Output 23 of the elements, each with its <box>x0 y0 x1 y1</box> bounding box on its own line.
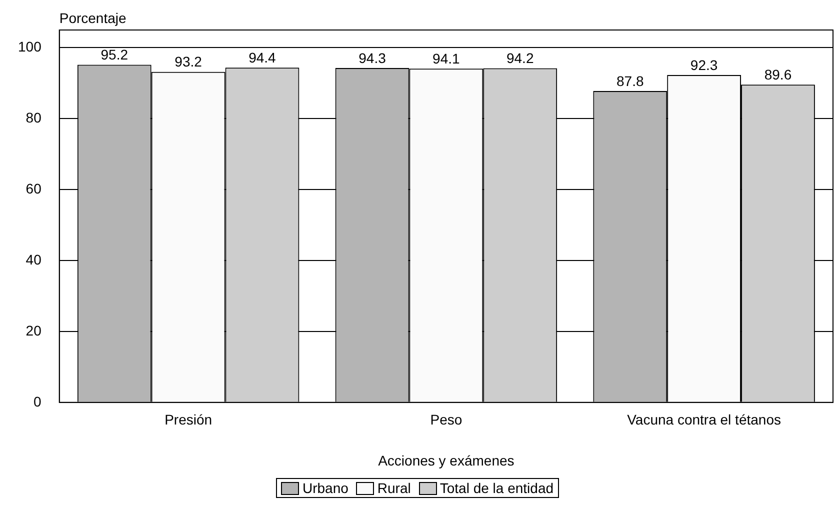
y-tick-label: 60 <box>26 180 42 196</box>
x-tick-label: Peso <box>430 412 462 428</box>
x-axis-title: Acciones y exámenes <box>378 452 514 468</box>
data-label: 94.1 <box>432 50 460 67</box>
y-tick-label: 0 <box>34 393 42 410</box>
data-label: 94.4 <box>248 49 276 66</box>
y-tick-label: 80 <box>26 110 42 126</box>
data-label: 95.2 <box>100 46 128 63</box>
x-tick-label: Vacuna contra el tétanos <box>627 412 781 428</box>
y-tick-label: 40 <box>26 251 42 268</box>
data-label: 92.3 <box>690 56 718 73</box>
legend-label: Urbano <box>302 480 348 496</box>
y-tick-label: 100 <box>18 38 42 55</box>
legend-label: Total de la entidad <box>440 480 554 496</box>
legend-label: Rural <box>377 480 411 496</box>
data-label: 94.2 <box>506 50 534 66</box>
x-tick-label: Presión <box>164 412 212 428</box>
y-axis-title: Porcentaje <box>59 10 127 26</box>
data-label: 87.8 <box>616 72 644 89</box>
data-label: 94.3 <box>358 50 386 66</box>
y-tick-label: 20 <box>26 322 42 338</box>
data-label: 89.6 <box>764 66 792 82</box>
data-label: 93.2 <box>174 54 202 70</box>
